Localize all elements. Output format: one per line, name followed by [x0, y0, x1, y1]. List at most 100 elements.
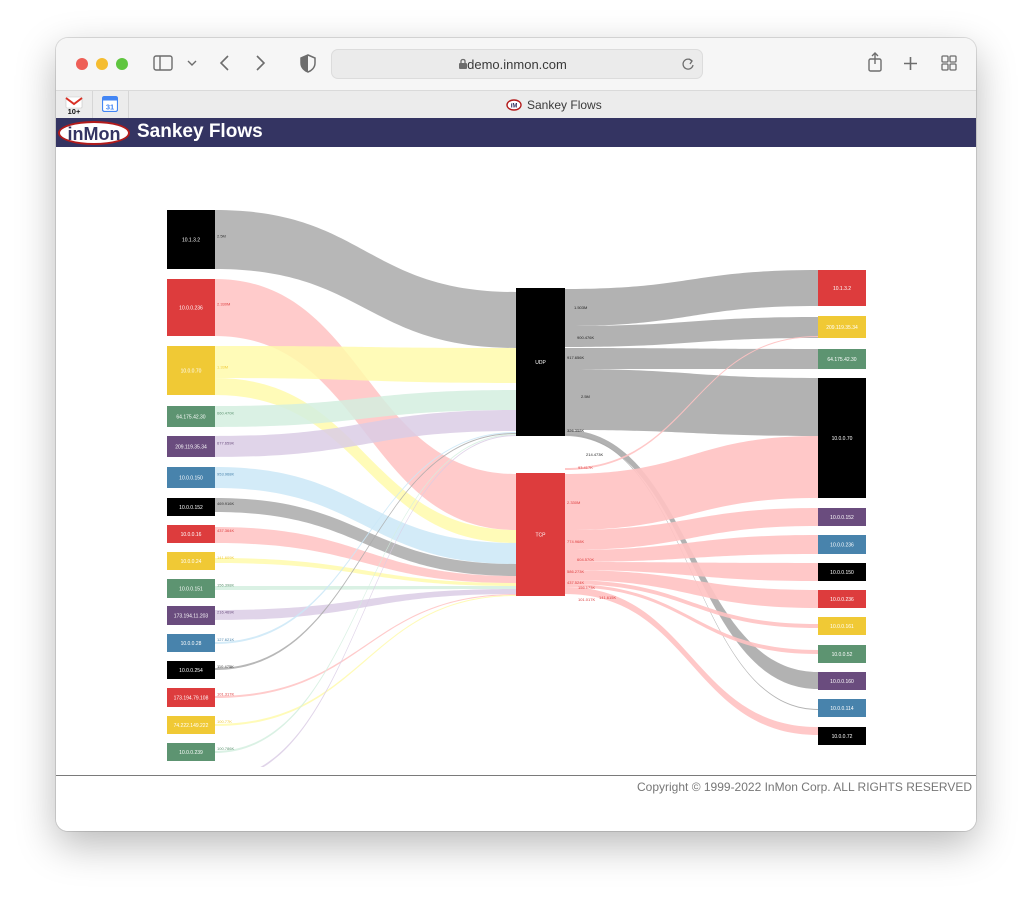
- minimize-window-button[interactable]: [96, 58, 108, 70]
- destination-node-1[interactable]: [818, 316, 866, 338]
- tab-title[interactable]: Sankey Flows: [527, 98, 602, 112]
- tcp-value-label: 141.615K: [599, 595, 616, 600]
- destination-node-label: 10.0.0.152: [830, 515, 854, 521]
- link-source-5-to-tcp: [215, 467, 516, 564]
- address-bar[interactable]: demo.inmon.com: [331, 49, 703, 79]
- source-node-6[interactable]: [167, 498, 215, 516]
- source-node-label: 10.0.0.254: [179, 668, 203, 674]
- protocol-node-tcp[interactable]: [516, 473, 565, 596]
- protocol-node-label: TCP: [536, 533, 547, 539]
- link-tcp-to-dest-8: [565, 580, 818, 628]
- new-tab-plus-icon[interactable]: [903, 56, 918, 71]
- back-arrow-icon[interactable]: [219, 55, 231, 73]
- source-node-15[interactable]: [167, 743, 215, 761]
- source-value-label: 953.968K: [217, 472, 234, 477]
- tcp-value-label: 604.570K: [577, 557, 594, 562]
- link-source-0-to-udp: [215, 210, 516, 348]
- destination-node-4[interactable]: [818, 508, 866, 526]
- destination-node-8[interactable]: [818, 617, 866, 635]
- destination-node-label: 10.0.0.236: [830, 543, 854, 549]
- source-value-label: 216.469K: [217, 610, 234, 615]
- destination-node-label: 10.0.0.70: [832, 436, 853, 442]
- source-node-11[interactable]: [167, 634, 215, 652]
- destination-node-label: 10.0.0.160: [830, 679, 854, 685]
- source-node-7[interactable]: [167, 525, 215, 543]
- link-tcp-to-dest-7: [565, 570, 818, 608]
- inmon-logo[interactable]: inMon: [58, 121, 130, 145]
- source-node-13[interactable]: [167, 688, 215, 707]
- shield-icon[interactable]: [300, 54, 316, 73]
- pinned-tab-calendar[interactable]: 31: [92, 91, 129, 119]
- link-tcp-to-dest-12: [565, 587, 818, 735]
- link-source-13-to-tcp: [215, 594, 516, 698]
- destination-node-11[interactable]: [818, 699, 866, 717]
- chevron-down-icon[interactable]: [187, 60, 197, 67]
- source-node-10[interactable]: [167, 606, 215, 625]
- source-node-label: 10.0.0.28: [181, 641, 202, 647]
- udp-value-label: 900.476K: [577, 335, 594, 340]
- source-value-label: 1.33M: [217, 365, 228, 370]
- udp-value-label: 214.473K: [586, 452, 603, 457]
- svg-text:31: 31: [106, 103, 114, 112]
- link-source-10-to-tcp: [215, 589, 516, 620]
- forward-arrow-icon[interactable]: [254, 55, 266, 73]
- reload-icon[interactable]: [681, 57, 695, 71]
- link-udp-to-dest-1: [565, 317, 818, 347]
- destination-node-label: 10.0.0.236: [830, 597, 854, 603]
- sidebar-icon[interactable]: [153, 55, 173, 71]
- source-node-3[interactable]: [167, 406, 215, 427]
- destination-node-12[interactable]: [818, 727, 866, 745]
- source-node-0[interactable]: [167, 210, 215, 269]
- tcp-value-label: 586.273K: [567, 569, 584, 574]
- destination-node-7[interactable]: [818, 590, 866, 608]
- destination-node-10[interactable]: [818, 672, 866, 690]
- page-title: Sankey Flows: [137, 121, 263, 142]
- tcp-value-label: 2.330M: [567, 500, 580, 505]
- source-node-label: 10.0.0.239: [179, 750, 203, 756]
- source-value-label: 156.398K: [217, 583, 234, 588]
- destination-node-label: 209.119.35.34: [826, 325, 858, 331]
- protocol-node-label: UDP: [535, 360, 546, 366]
- source-node-label: 10.0.0.152: [179, 505, 203, 511]
- source-value-label: 100.77K: [217, 719, 232, 724]
- pinned-tab-gmail[interactable]: 10+: [56, 91, 93, 119]
- link-tcp-to-dest-6: [565, 562, 818, 581]
- source-node-4[interactable]: [167, 436, 215, 457]
- calendar-icon: 31: [102, 96, 118, 112]
- tcp-value-label: 437.524K: [567, 580, 584, 585]
- source-value-label: 437.364K: [217, 528, 234, 533]
- link-source-3-to-udp: [215, 390, 516, 427]
- source-node-label: 173.194.79.108: [174, 696, 209, 702]
- source-node-label: 10.1.3.2: [182, 238, 200, 244]
- close-window-button[interactable]: [76, 58, 88, 70]
- source-node-label: 74.222.149.222: [174, 723, 209, 729]
- source-node-8[interactable]: [167, 552, 215, 570]
- link-tcp-to-dest-4: [565, 508, 818, 550]
- tab-overview-icon[interactable]: [941, 55, 957, 71]
- svg-text:iM: iM: [511, 104, 518, 110]
- gmail-icon: 10+: [65, 96, 83, 115]
- protocol-node-udp[interactable]: [516, 288, 565, 436]
- destination-node-2[interactable]: [818, 349, 866, 369]
- source-node-1[interactable]: [167, 279, 215, 336]
- udp-value-label: 1.503M: [574, 305, 587, 310]
- source-node-14[interactable]: [167, 716, 215, 734]
- udp-value-label: 326.358K: [567, 428, 584, 433]
- destination-node-3[interactable]: [818, 378, 866, 498]
- zoom-window-button[interactable]: [116, 58, 128, 70]
- browser-window: demo.inmon.com 10+: [56, 38, 976, 831]
- source-node-9[interactable]: [167, 579, 215, 598]
- source-node-2[interactable]: [167, 346, 215, 395]
- share-icon[interactable]: [867, 52, 883, 72]
- udp-value-label: 2.5M: [581, 394, 590, 399]
- destination-node-9[interactable]: [818, 645, 866, 663]
- link-source-7-to-tcp: [215, 527, 516, 583]
- source-node-12[interactable]: [167, 661, 215, 679]
- destination-node-0[interactable]: [818, 270, 866, 306]
- destination-node-6[interactable]: [818, 563, 866, 581]
- tcp-value-label: 774.968K: [567, 539, 584, 544]
- link-tcp-to-dest-1: [565, 336, 818, 470]
- source-value-label: 127.621K: [217, 637, 234, 642]
- source-node-5[interactable]: [167, 467, 215, 488]
- destination-node-5[interactable]: [818, 535, 866, 554]
